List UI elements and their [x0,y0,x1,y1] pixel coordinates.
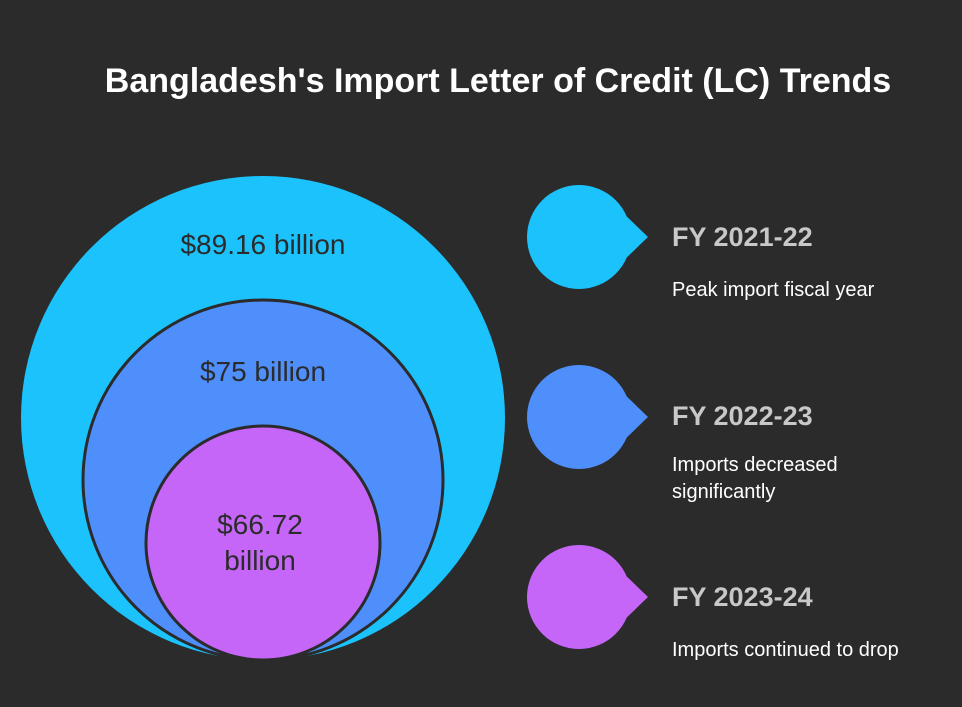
amount-label: $66.72 billion [217,509,303,576]
bubble-pointer [620,390,648,444]
amount-label: $75 billion [199,356,327,387]
bubble [527,185,648,289]
title: Bangladesh's Import Letter of Credit (LC… [104,62,892,100]
year-label: FY 2022-23 [672,401,813,431]
bubble [527,545,648,649]
bubble [527,365,648,469]
description: Imports decreased significantly [672,454,838,503]
description: Peak import fiscal year [672,279,875,301]
inner-circle [144,424,382,662]
bubble-circle [527,545,631,649]
amount-label: $89.16 billion [180,229,346,260]
bubble-pointer [620,570,648,624]
year-label: FY 2021-22 [672,222,813,252]
bubble-circle [527,185,631,289]
description: Imports continued to drop [672,639,899,661]
year-label: FY 2023-24 [672,582,813,612]
bubble-circle [527,365,631,469]
bubble-pointer [620,210,648,264]
